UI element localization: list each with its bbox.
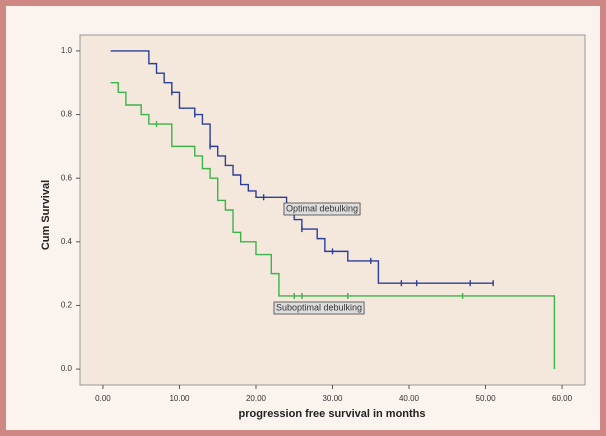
x-tick-label: 60.00 bbox=[552, 394, 573, 403]
x-tick-label: 40.00 bbox=[399, 394, 420, 403]
x-tick-label: 50.00 bbox=[476, 394, 497, 403]
survival-curve bbox=[110, 82, 556, 370]
y-tick-label: 0.0 bbox=[61, 364, 73, 373]
x-tick-label: 20.00 bbox=[246, 394, 267, 403]
annotation: Suboptimal debulking bbox=[276, 302, 362, 312]
y-tick-label: 1.0 bbox=[61, 46, 73, 55]
annotation: Optimal debulking bbox=[286, 203, 358, 213]
x-tick-label: 10.00 bbox=[169, 394, 190, 403]
annotation-box bbox=[283, 202, 361, 216]
x-tick-label: 30.00 bbox=[322, 394, 343, 403]
y-tick-label: 0.2 bbox=[61, 301, 73, 310]
y-tick-label: 0.6 bbox=[61, 173, 73, 182]
y-axis-title: Cum Survival bbox=[40, 180, 52, 250]
x-axis-title: progression free survival in months bbox=[238, 408, 425, 420]
y-tick-label: 0.8 bbox=[61, 110, 73, 119]
x-tick-label: 0.00 bbox=[95, 394, 111, 403]
survival-curve bbox=[110, 50, 494, 284]
annotation-box bbox=[273, 301, 365, 315]
y-tick-label: 0.4 bbox=[61, 237, 73, 246]
